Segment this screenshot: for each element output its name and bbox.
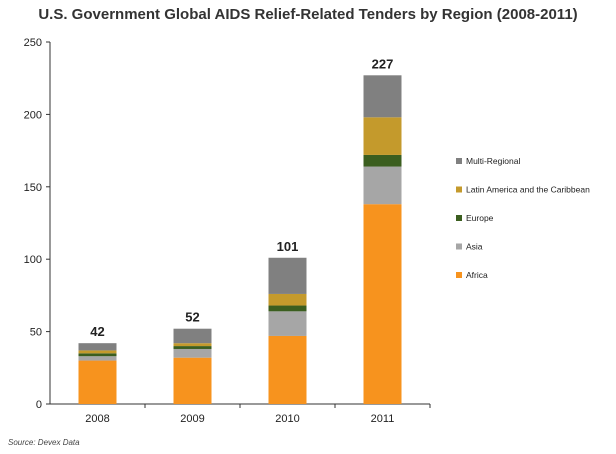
legend-swatch: [456, 272, 462, 278]
y-tick-label: 250: [24, 37, 42, 49]
legend-label: Multi-Regional: [466, 156, 520, 166]
bar-segment-africa: [78, 360, 117, 404]
chart-title: U.S. Government Global AIDS Relief-Relat…: [38, 6, 578, 23]
bar-segment-asia: [78, 356, 117, 361]
x-tick-label: 2011: [371, 413, 395, 425]
bar-segment-africa: [363, 204, 402, 404]
legend-swatch: [456, 186, 462, 193]
y-tick-label: 0: [36, 399, 42, 411]
legend-swatch: [456, 215, 462, 221]
legend-swatch: [456, 243, 462, 250]
bar-segment-multi-regional: [363, 75, 402, 118]
legend-label: Europe: [466, 213, 494, 223]
bar-segment-africa: [173, 357, 212, 404]
bars: [78, 75, 402, 404]
y-tick-label: 50: [30, 327, 42, 339]
bar-segment-europe: [268, 305, 307, 312]
bar-segment-multi-regional: [268, 257, 307, 294]
x-tick-label: 2008: [85, 413, 109, 425]
source-note: Source: Devex Data: [8, 438, 80, 447]
total-labels: 42 52 101 227: [90, 56, 393, 339]
total-label: 52: [185, 310, 199, 325]
axes: 0 50 100 150 200 250 2008 2009 2010 2011: [24, 37, 431, 425]
bar-segment-multi-regional: [78, 343, 117, 351]
bar-segment-multi-regional: [173, 328, 212, 344]
legend-label: Asia: [466, 242, 483, 252]
x-tick-label: 2010: [275, 413, 299, 425]
bar-segment-europe: [78, 353, 117, 357]
bar-segment-europe: [173, 346, 212, 349]
legend-label: Latin America and the Caribbean: [466, 185, 590, 195]
bar-segment-latin-america-and-the-caribbean: [78, 350, 117, 354]
total-label: 42: [90, 324, 104, 339]
bar-segment-asia: [363, 166, 402, 205]
y-tick-label: 100: [24, 254, 42, 266]
bar-segment-africa: [268, 335, 307, 404]
bar-segment-asia: [268, 311, 307, 336]
total-label: 101: [277, 239, 299, 254]
bar-segment-latin-america-and-the-caribbean: [173, 343, 212, 347]
bar-segment-asia: [173, 348, 212, 358]
legend: Multi-Regional Latin America and the Cari…: [456, 156, 590, 280]
x-tick-label: 2009: [180, 413, 204, 425]
bar-segment-latin-america-and-the-caribbean: [363, 117, 402, 155]
bar-segment-latin-america-and-the-caribbean: [268, 293, 307, 306]
total-label: 227: [372, 56, 394, 71]
bar-segment-europe: [363, 154, 402, 167]
legend-swatch: [456, 158, 462, 164]
legend-label: Africa: [466, 270, 488, 280]
y-tick-label: 200: [24, 109, 42, 121]
y-tick-label: 150: [24, 182, 42, 194]
